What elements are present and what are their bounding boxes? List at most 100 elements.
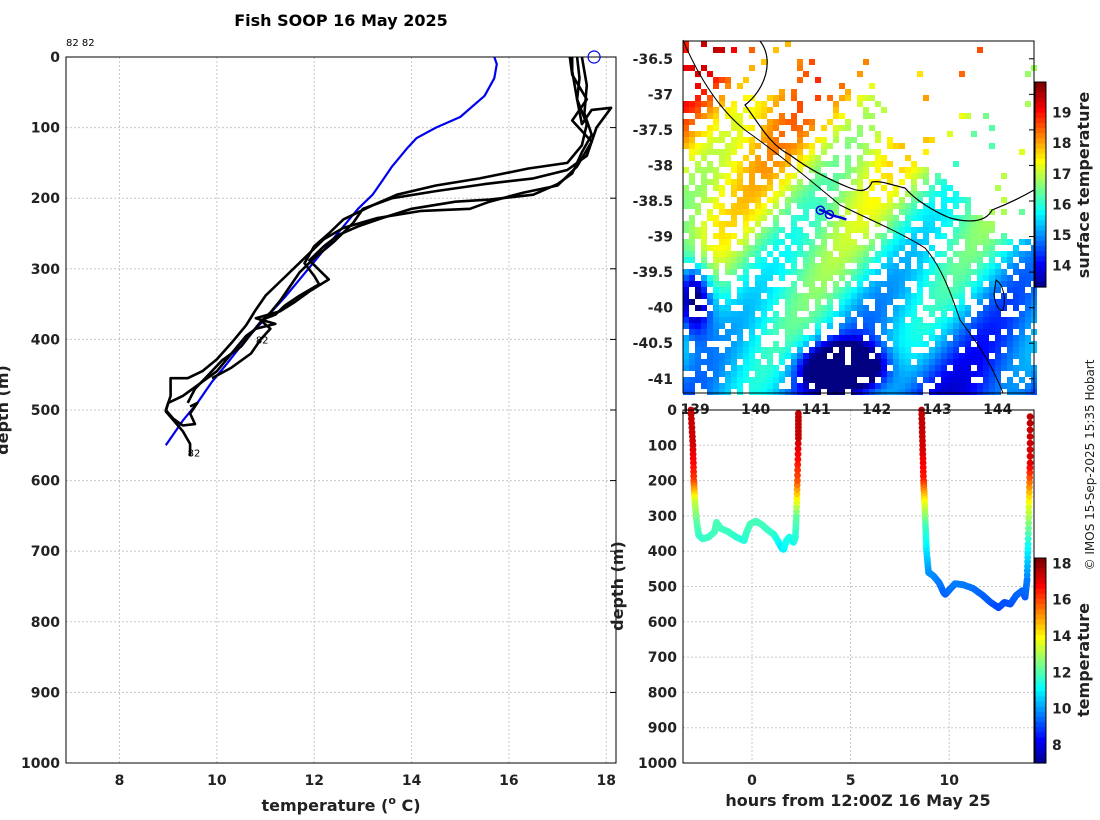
sst-cell: [1025, 365, 1031, 371]
sst-cell: [725, 173, 731, 179]
sst-cell: [851, 317, 857, 323]
map-y-tick-label: -39.5: [633, 265, 673, 281]
map-colorbar-swatch: [1035, 92, 1046, 98]
sst-cell: [743, 245, 749, 251]
sst-cell: [797, 185, 803, 191]
sst-cell: [863, 329, 869, 335]
sst-cell: [725, 347, 731, 353]
sst-cell: [761, 353, 767, 359]
sst-cell: [773, 149, 779, 155]
sst-cell: [947, 377, 953, 383]
sst-cell: [761, 365, 767, 371]
sst-cell: [707, 353, 713, 359]
sst-cell: [755, 245, 761, 251]
sst-cell: [719, 323, 725, 329]
sst-cell: [743, 215, 749, 221]
sst-cell: [1007, 323, 1013, 329]
sst-cell: [875, 359, 881, 365]
sst-cell: [977, 311, 983, 317]
sst-cell: [827, 293, 833, 299]
sst-cell: [845, 305, 851, 311]
sst-cell: [989, 359, 995, 365]
sst-cell: [965, 263, 971, 269]
sst-cell: [731, 257, 737, 263]
sst-cell: [833, 137, 839, 143]
sst-cell: [929, 197, 935, 203]
sst-cell: [893, 251, 899, 257]
sst-cell: [839, 197, 845, 203]
sst-cell: [707, 143, 713, 149]
sst-cell: [683, 341, 689, 347]
sst-cell: [797, 167, 803, 173]
sst-cell: [833, 359, 839, 365]
section-point-drop-2: [1025, 488, 1033, 496]
sst-cell: [923, 377, 929, 383]
sst-cell: [773, 191, 779, 197]
sst-cell: [857, 245, 863, 251]
map-colorbar-swatch: [1035, 133, 1046, 139]
sst-cell: [719, 383, 725, 389]
sst-cell: [851, 221, 857, 227]
sst-cell: [701, 359, 707, 365]
sst-cell: [971, 239, 977, 245]
sst-cell: [809, 161, 815, 167]
sst-cell: [725, 383, 731, 389]
sst-cell: [779, 161, 785, 167]
sst-cell: [755, 143, 761, 149]
sst-cell: [719, 185, 725, 191]
sst-cell: [755, 281, 761, 287]
map-colorbar-swatch: [1035, 256, 1046, 262]
section-colorbar-swatch: [1035, 675, 1046, 682]
sst-cell: [779, 359, 785, 365]
sst-cell: [773, 323, 779, 329]
sst-cell: [689, 173, 695, 179]
sst-cell: [911, 383, 917, 389]
sst-cell: [695, 71, 701, 77]
sst-cell: [803, 161, 809, 167]
sst-cell: [911, 341, 917, 347]
sst-cell: [929, 257, 935, 263]
profile-x-tick-label: 8: [115, 773, 125, 789]
sst-cell: [791, 191, 797, 197]
sst-cell: [935, 365, 941, 371]
sst-cell: [965, 305, 971, 311]
sst-cell: [815, 359, 821, 365]
sst-cell: [767, 209, 773, 215]
sst-cell: [869, 149, 875, 155]
sst-cell: [761, 245, 767, 251]
sst-cell: [683, 41, 689, 47]
section-point-drop-2: [1025, 498, 1033, 506]
sst-cell: [869, 281, 875, 287]
sst-cell: [1025, 293, 1031, 299]
sst-cell: [1025, 383, 1031, 389]
sst-cell: [1025, 347, 1031, 353]
section-colorbar-swatch: [1035, 711, 1046, 718]
sst-cell: [755, 287, 761, 293]
map-colorbar-swatch: [1035, 148, 1046, 155]
sst-cell: [809, 371, 815, 377]
sst-cell: [773, 329, 779, 335]
map-colorbar-label: surface temperature: [1074, 92, 1093, 279]
sst-cell: [863, 305, 869, 311]
sst-cell: [701, 89, 707, 95]
sst-cell: [923, 353, 929, 359]
sst-cell: [887, 179, 893, 185]
sst-cell: [695, 107, 701, 113]
sst-cell: [749, 305, 755, 311]
sst-cell: [719, 353, 725, 359]
sst-cell: [983, 233, 989, 239]
sst-cell: [701, 41, 707, 47]
sst-cell: [887, 161, 893, 167]
sst-cell: [869, 215, 875, 221]
section-point-drop-1: [794, 466, 801, 474]
sst-cell: [815, 251, 821, 257]
ship-track-marker: [815, 205, 826, 215]
sst-cell: [815, 389, 821, 395]
sst-cell: [725, 263, 731, 269]
sst-cell: [989, 299, 995, 305]
section-point-drop-2: [1025, 514, 1033, 522]
sst-cell: [773, 221, 779, 227]
sst-cell: [701, 131, 707, 137]
sst-cell: [893, 335, 899, 341]
sst-cell: [881, 377, 887, 383]
